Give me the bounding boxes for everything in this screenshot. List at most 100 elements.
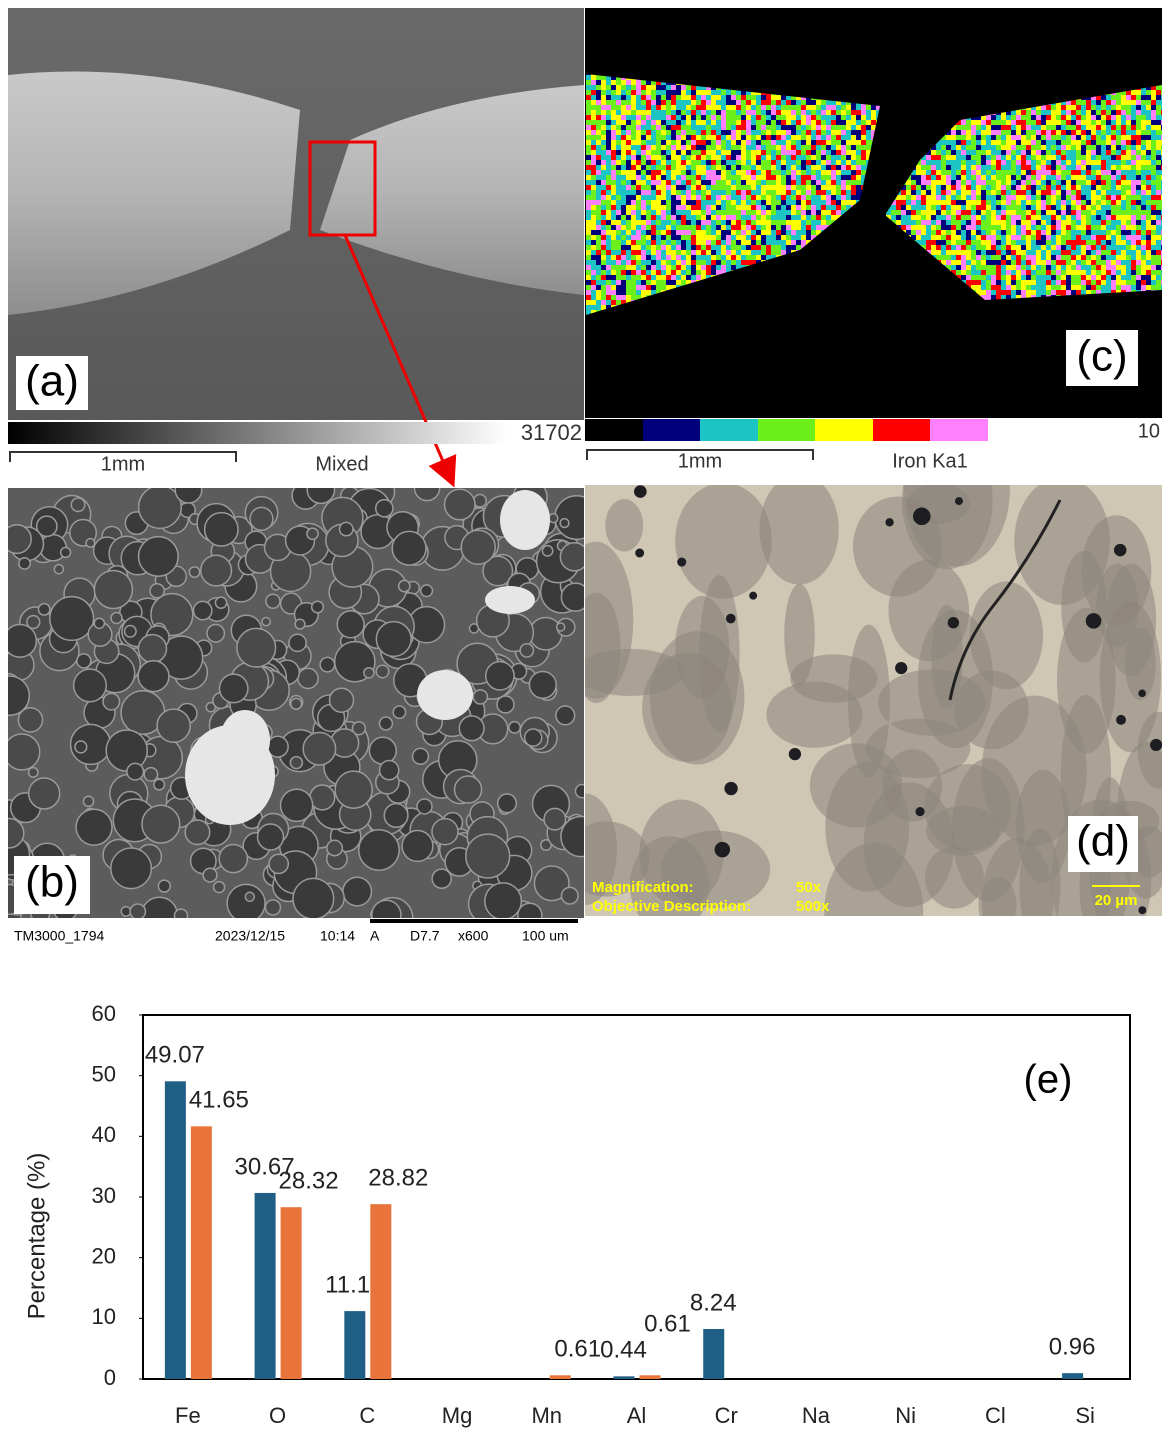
pixel xyxy=(696,265,701,270)
pixel xyxy=(766,155,771,160)
pixel xyxy=(691,270,696,275)
pixel xyxy=(591,290,596,295)
pixel xyxy=(826,205,831,210)
pixel xyxy=(1066,260,1071,265)
pixel xyxy=(656,160,661,165)
pixel xyxy=(751,170,756,175)
pixel xyxy=(791,140,796,145)
pixel xyxy=(791,225,796,230)
pixel xyxy=(646,280,651,285)
pixel xyxy=(766,125,771,130)
pixel xyxy=(671,280,676,285)
pixel xyxy=(1076,250,1081,255)
pixel xyxy=(631,185,636,190)
pixel xyxy=(616,80,621,85)
pixel xyxy=(821,150,826,155)
pixel xyxy=(1046,170,1051,175)
pixel xyxy=(711,110,716,115)
pixel xyxy=(646,100,651,105)
pixel xyxy=(741,255,746,260)
pixel xyxy=(741,260,746,265)
pixel xyxy=(681,155,686,160)
pixel xyxy=(591,130,596,135)
pixel xyxy=(701,145,706,150)
pixel xyxy=(681,130,686,135)
pixel xyxy=(741,205,746,210)
pixel xyxy=(676,260,681,265)
pixel xyxy=(1066,200,1071,205)
pixel xyxy=(816,145,821,150)
pixel xyxy=(616,90,621,95)
pixel xyxy=(816,110,821,115)
pixel xyxy=(601,145,606,150)
pixel xyxy=(1001,285,1006,290)
pixel xyxy=(701,240,706,245)
pixel xyxy=(1081,275,1086,280)
pixel xyxy=(641,200,646,205)
pixel xyxy=(1081,165,1086,170)
pixel xyxy=(651,275,656,280)
pixel xyxy=(651,140,656,145)
pixel xyxy=(651,260,656,265)
pixel xyxy=(1081,115,1086,120)
pixel xyxy=(1051,195,1056,200)
pixel xyxy=(701,265,706,270)
pixel xyxy=(736,215,741,220)
pixel xyxy=(756,240,761,245)
pixel xyxy=(821,215,826,220)
pixel xyxy=(836,110,841,115)
pixel xyxy=(796,235,801,240)
pixel xyxy=(1011,250,1016,255)
pixel xyxy=(656,150,661,155)
pixel xyxy=(981,130,986,135)
pixel xyxy=(961,195,966,200)
pixel xyxy=(636,225,641,230)
pixel xyxy=(596,280,601,285)
pixel xyxy=(651,160,656,165)
pixel xyxy=(701,200,706,205)
pixel xyxy=(1086,215,1091,220)
pixel xyxy=(596,165,601,170)
pixel xyxy=(926,225,931,230)
pixel xyxy=(1001,125,1006,130)
pixel xyxy=(711,265,716,270)
pixel xyxy=(701,220,706,225)
pixel xyxy=(606,215,611,220)
pixel xyxy=(971,205,976,210)
pixel xyxy=(696,255,701,260)
pixel xyxy=(901,215,906,220)
pixel xyxy=(616,275,621,280)
pixel xyxy=(696,155,701,160)
pixel xyxy=(991,260,996,265)
pixel xyxy=(701,250,706,255)
pixel xyxy=(1076,100,1081,105)
pixel xyxy=(606,260,611,265)
pixel xyxy=(1026,115,1031,120)
pixel xyxy=(596,125,601,130)
pixel xyxy=(701,125,706,130)
pixel xyxy=(616,175,621,180)
pixel xyxy=(946,215,951,220)
pixel xyxy=(586,305,591,310)
pixel xyxy=(731,155,736,160)
pixel xyxy=(826,210,831,215)
pixel xyxy=(1056,125,1061,130)
pixel xyxy=(661,230,666,235)
pixel xyxy=(826,105,831,110)
pixel xyxy=(756,175,761,180)
pixel xyxy=(746,260,751,265)
pixel xyxy=(1046,205,1051,210)
pixel xyxy=(776,200,781,205)
pixel xyxy=(711,200,716,205)
pixel xyxy=(786,145,791,150)
pixel xyxy=(766,190,771,195)
pixel xyxy=(601,115,606,120)
pixel xyxy=(731,215,736,220)
pixel xyxy=(596,295,601,300)
pixel xyxy=(1076,115,1081,120)
pixel xyxy=(911,220,916,225)
pixel xyxy=(606,175,611,180)
pixel xyxy=(941,170,946,175)
pixel xyxy=(741,250,746,255)
pixel xyxy=(671,120,676,125)
